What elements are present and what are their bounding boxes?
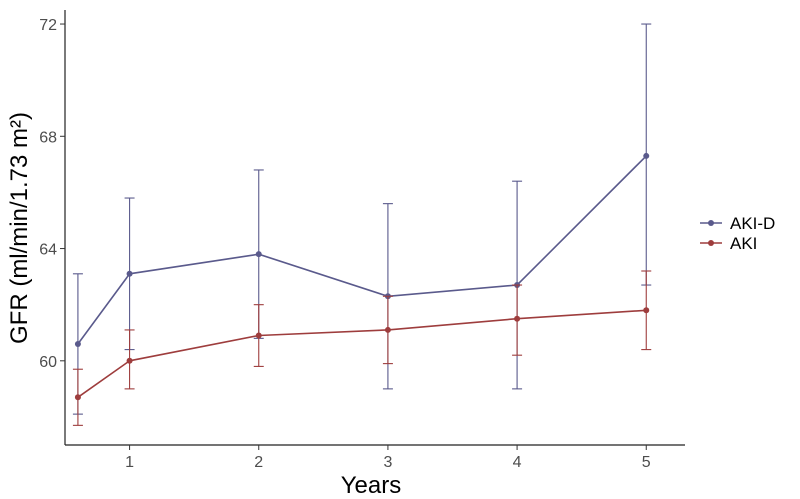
- legend-marker-aki-d: [708, 220, 714, 226]
- data-point-aki: [74, 394, 81, 401]
- data-point-aki: [126, 357, 133, 364]
- data-point-aki-d: [74, 340, 81, 347]
- x-tick-label: 2: [254, 454, 263, 471]
- y-tick-label: 72: [39, 17, 57, 34]
- x-tick-label: 1: [125, 454, 134, 471]
- y-tick-label: 60: [39, 354, 57, 371]
- x-tick-label: 5: [642, 454, 651, 471]
- data-point-aki-d: [643, 152, 650, 159]
- data-point-aki-d: [126, 270, 133, 277]
- data-point-aki-d: [255, 251, 262, 258]
- data-point-aki: [643, 307, 650, 314]
- legend-marker-aki: [708, 240, 714, 246]
- y-tick-label: 64: [39, 242, 57, 259]
- x-axis-title: Years: [341, 472, 402, 499]
- axis-ticks: 1 2 3 4 5 60 64 68 72: [39, 17, 651, 471]
- y-axis-title: GFR (ml/min/1.73 m²): [6, 112, 33, 344]
- x-tick-label: 3: [383, 454, 392, 471]
- series-line-aki: [77, 309, 647, 398]
- series-line-aki-d: [77, 155, 647, 345]
- x-tick-label: 4: [513, 454, 522, 471]
- legend-label-aki: AKI: [730, 234, 757, 253]
- data-marks: [72, 23, 652, 426]
- data-point-aki: [255, 332, 262, 339]
- series-aki: [72, 270, 652, 426]
- legend-label-aki-d: AKI-D: [730, 214, 775, 233]
- y-tick-label: 68: [39, 129, 57, 146]
- data-point-aki: [514, 315, 521, 322]
- data-point-aki: [384, 326, 391, 333]
